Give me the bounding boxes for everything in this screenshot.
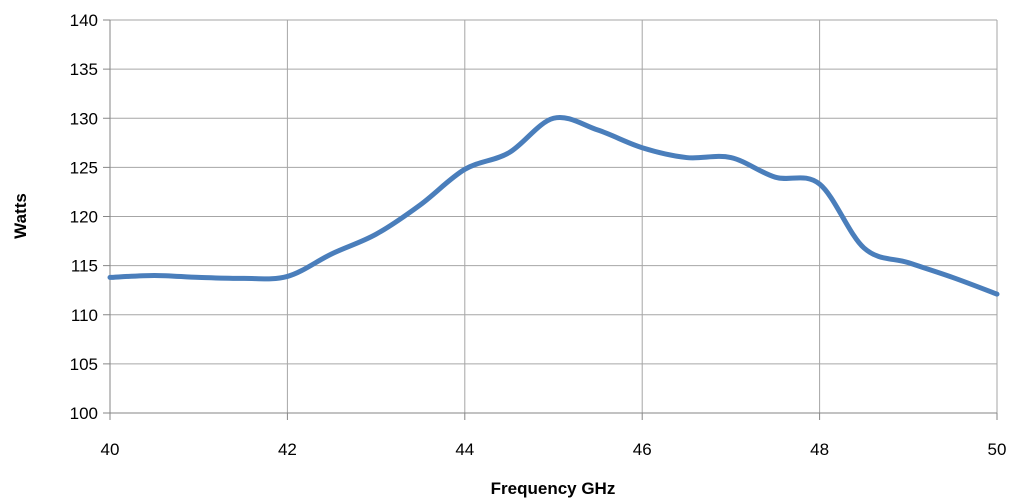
y-tick-label: 105 <box>70 355 98 374</box>
x-tick-label: 48 <box>810 440 829 459</box>
x-tick-label: 50 <box>988 440 1007 459</box>
y-tick-label: 135 <box>70 60 98 79</box>
y-tick-label: 140 <box>70 11 98 30</box>
series-line <box>107 114 1000 297</box>
x-tick-labels: 40 42 44 46 48 50 <box>101 440 1007 459</box>
x-axis-title: Frequency GHz <box>491 479 616 498</box>
y-tick-label: 125 <box>70 158 98 177</box>
y-axis-title: Watts <box>11 193 30 239</box>
y-tick-label: 115 <box>71 257 98 276</box>
y-tick-labels: 100 105 110 115 120 125 130 135 140 <box>70 11 98 423</box>
y-tick-label: 110 <box>71 306 98 325</box>
x-tick-label: 44 <box>455 440 474 459</box>
y-tick-label: 120 <box>70 208 98 227</box>
x-tick-label: 42 <box>278 440 297 459</box>
grid-lines <box>109 19 998 414</box>
x-tick-label: 46 <box>633 440 652 459</box>
y-tick-label: 100 <box>70 404 98 423</box>
axes <box>103 19 998 420</box>
series-layer <box>107 114 1000 297</box>
x-tick-label: 40 <box>101 440 120 459</box>
y-tick-label: 130 <box>70 109 98 128</box>
